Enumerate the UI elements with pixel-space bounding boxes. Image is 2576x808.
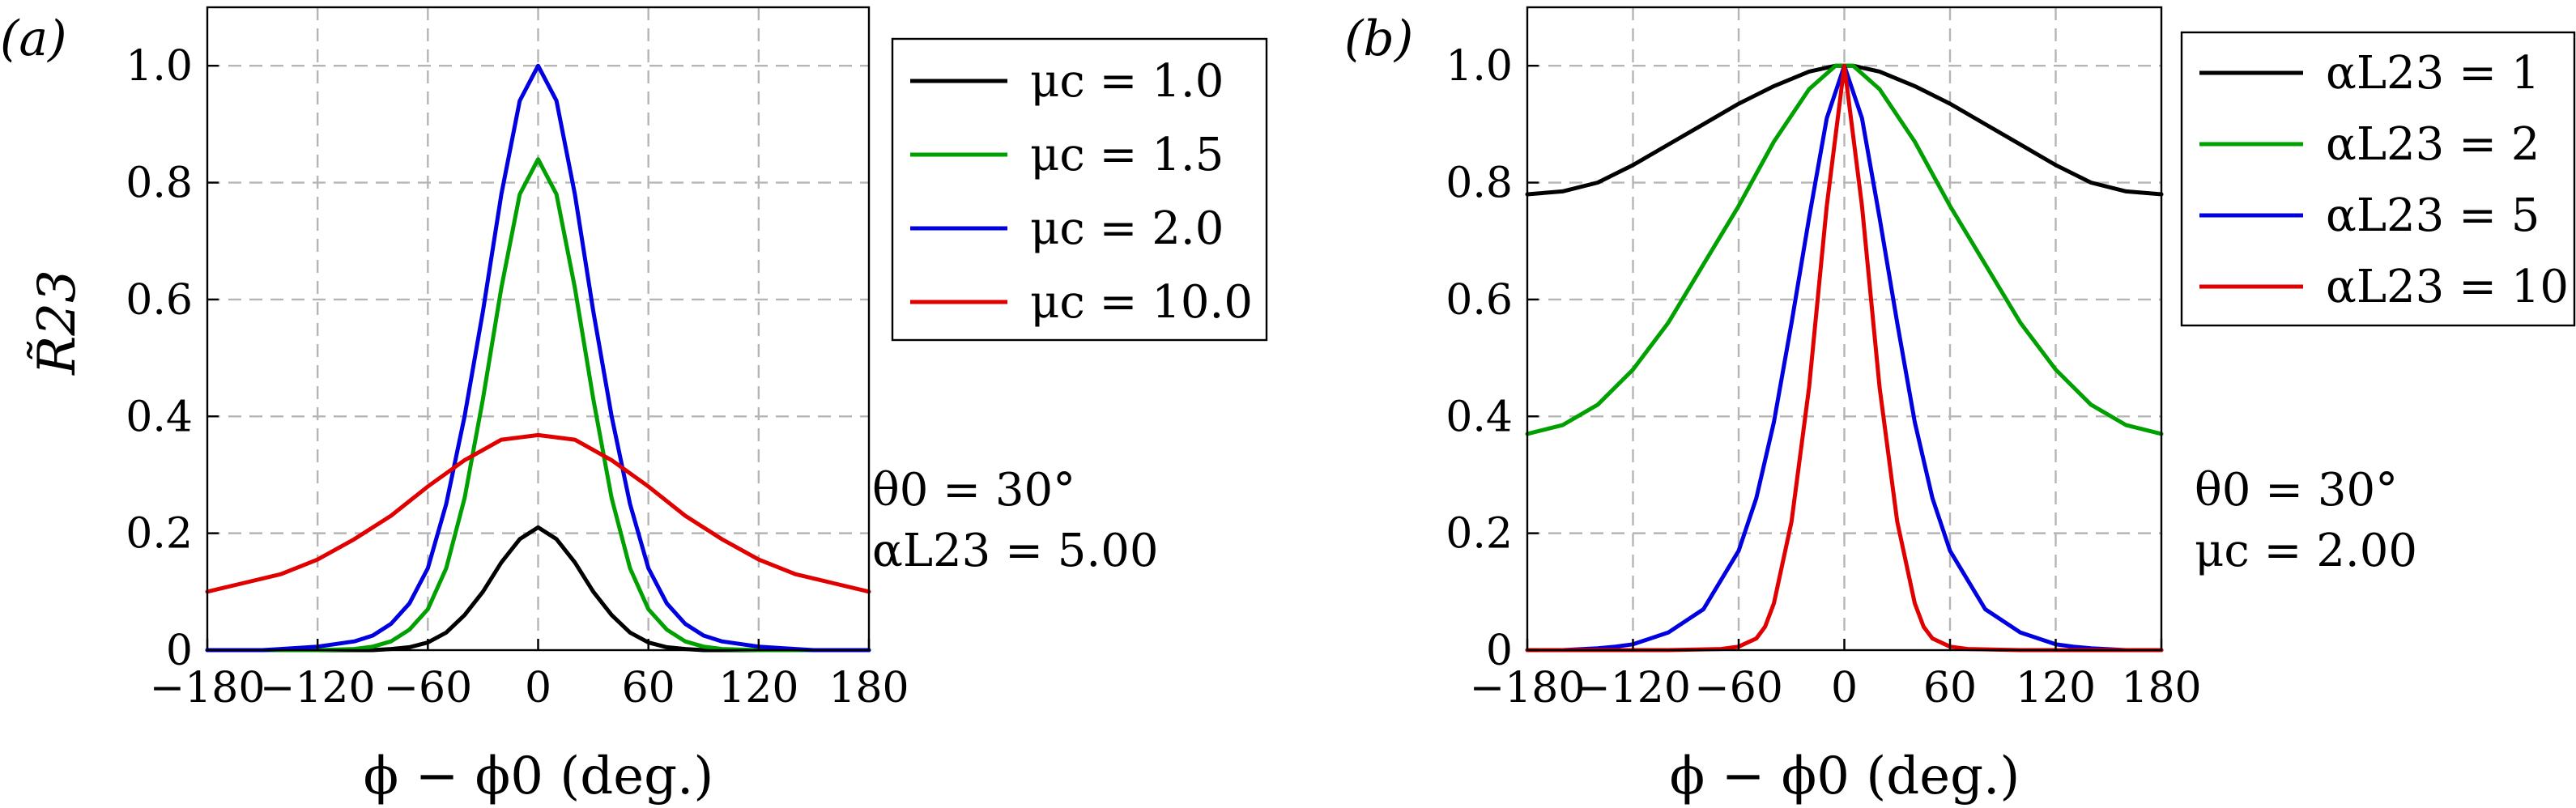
- panel-a-ytick-label-0: 0: [166, 627, 193, 675]
- panel-b-legend-label-0: αL23 = 1: [2326, 47, 2540, 100]
- panel-a-ytick-label-4: 0.8: [126, 159, 193, 208]
- panel-a-ytick-label-2: 0.4: [126, 393, 193, 441]
- panel-b-legend-box: [2180, 31, 2576, 327]
- panel-b-annotation-2: μc = 2.00: [2195, 525, 2417, 577]
- panel-a-xtick-label-4: 60: [622, 664, 675, 712]
- panel-a-series-3-line: [205, 432, 871, 594]
- panel-b-ytick-label-3: 0.6: [1446, 276, 1513, 325]
- panel-b-xtick-label-1: −120: [1575, 664, 1691, 712]
- panel-b-legend-label-3: αL23 = 10: [2326, 261, 2569, 313]
- panel-a-xtick-label-1: −120: [260, 664, 376, 712]
- panel-a-legend: μc = 1.0 μc = 1.5 μc = 2.0 μc = 10.0: [891, 37, 1268, 342]
- panel-b-legend-label-2: αL23 = 5: [2326, 189, 2540, 242]
- panel-a-series-1-line: [205, 157, 871, 653]
- panel-b-xtick-label-4: 60: [1923, 664, 1977, 712]
- panel-b-xtick-label-6: 180: [2121, 664, 2201, 712]
- panel-b-xtick-label-3: 0: [1831, 664, 1858, 712]
- panel-b-grid: [1527, 7, 2161, 650]
- panel-a-ytick-label-1: 0.2: [126, 510, 193, 559]
- panel-b-label: (b): [1344, 11, 1413, 67]
- panel-a-ylabel: R̃23: [27, 270, 87, 376]
- panel-b-legend: αL23 = 1 αL23 = 2 αL23 = 5 αL23 = 10: [2180, 31, 2576, 327]
- panel-a-grid: [207, 7, 869, 650]
- panel-b-series-0-line: [1525, 63, 2164, 197]
- panel-b-xtick-label-0: −180: [1470, 664, 1586, 712]
- panel-a-xtick-label-2: −60: [383, 664, 472, 712]
- panel-a-xtick-label-0: −180: [150, 664, 266, 712]
- panel-b-xtick-label-5: 120: [2016, 664, 2096, 712]
- panel-a-xtick-label-6: 180: [828, 664, 909, 712]
- panel-b-ytick-label-0: 0: [1486, 627, 1513, 675]
- panel-a-legend-label-1: μc = 1.5: [1030, 129, 1224, 181]
- panel-a-legend-label-3: μc = 10.0: [1030, 276, 1253, 329]
- panel-a-xlabel: ϕ − ϕ0 (deg.): [364, 746, 714, 806]
- panel-a-legend-items: μc = 1.0 μc = 1.5 μc = 2.0 μc = 10.0: [910, 55, 1253, 329]
- panel-a-xtick-label-3: 0: [525, 664, 551, 712]
- panel-a-ytick-label-3: 0.6: [126, 276, 193, 325]
- panel-a-legend-label-0: μc = 1.0: [1030, 55, 1224, 108]
- panel-a-annotation-1: θ0 = 30°: [872, 464, 1075, 517]
- panel-a-annotation-2: αL23 = 5.00: [872, 525, 1158, 577]
- panel-a-chart: (a) R̃23 −180−120 −60 0 60 120 180 0 0.2 0.4 0.6 0…: [0, 6, 1268, 806]
- panel-b-curves: [1525, 63, 2164, 653]
- panel-b-ytick-label-1: 0.2: [1446, 510, 1513, 559]
- panel-b-annotation-1: θ0 = 30°: [2195, 464, 2398, 517]
- panel-b-ytick-label-2: 0.4: [1446, 393, 1513, 441]
- panel-b-xtick-label-2: −60: [1694, 664, 1783, 712]
- panel-a-ticks: −180−120 −60 0 60 120 180 0 0.2 0.4 0.6 0.8 1.0: [126, 42, 909, 712]
- panel-b-ticks: −180−120 −60 0 60 120 180 0 0.2 0.4 0.6 0.8 1.0: [1446, 42, 2201, 712]
- panel-b-legend-items: αL23 = 1 αL23 = 2 αL23 = 5 αL23 = 10: [2199, 47, 2569, 313]
- panel-a-series-2-line: [205, 63, 871, 653]
- panel-b-chart: (b) −180−120 −60 0 60 120 180 0 0.2 0.4 0.6 0.8 1.0…: [1344, 6, 2576, 806]
- panel-a-label: (a): [0, 11, 67, 67]
- panel-a-legend-label-2: μc = 2.0: [1030, 202, 1224, 255]
- panel-b-xlabel: ϕ − ϕ0 (deg.): [1670, 746, 2020, 806]
- panel-a-xtick-label-5: 120: [718, 664, 798, 712]
- panel-b-legend-label-1: αL23 = 2: [2326, 118, 2540, 171]
- panel-a-ytick-label-5: 1.0: [126, 42, 193, 91]
- panel-b-ytick-label-4: 0.8: [1446, 159, 1513, 208]
- panel-b-series-3-line: [1525, 63, 2164, 653]
- panel-b-ytick-label-5: 1.0: [1446, 42, 1513, 91]
- panel-a-legend-box: [891, 37, 1268, 342]
